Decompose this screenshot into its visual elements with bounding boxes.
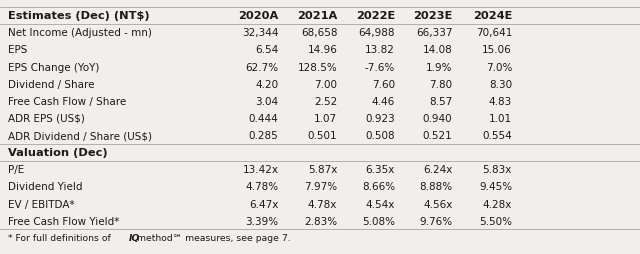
Text: 2023E: 2023E [413,11,452,21]
Text: 64,988: 64,988 [358,28,395,38]
Text: 7.0%: 7.0% [486,62,512,72]
Text: -7.6%: -7.6% [365,62,395,72]
Text: Estimates (Dec) (NT$): Estimates (Dec) (NT$) [8,11,149,21]
Text: 128.5%: 128.5% [298,62,337,72]
Text: 6.47x: 6.47x [249,199,278,209]
Text: 0.508: 0.508 [365,131,395,140]
Text: P/E: P/E [8,165,24,174]
Text: 9.76%: 9.76% [419,216,452,226]
Text: 14.08: 14.08 [423,45,452,55]
Text: 4.78%: 4.78% [245,182,278,192]
Text: IQ: IQ [129,233,140,242]
Text: 4.20: 4.20 [255,80,278,89]
Text: 7.60: 7.60 [372,80,395,89]
Text: 2021A: 2021A [297,11,337,21]
Text: 0.923: 0.923 [365,114,395,123]
Text: 1.07: 1.07 [314,114,337,123]
Text: 1.9%: 1.9% [426,62,452,72]
Text: 7.00: 7.00 [314,80,337,89]
Text: 0.444: 0.444 [249,114,278,123]
Text: 4.46: 4.46 [372,97,395,106]
Text: EPS Change (YoY): EPS Change (YoY) [8,62,99,72]
Text: 8.57: 8.57 [429,97,452,106]
Text: 8.88%: 8.88% [419,182,452,192]
Text: Valuation (Dec): Valuation (Dec) [8,148,108,157]
Text: 0.940: 0.940 [423,114,452,123]
Text: 0.554: 0.554 [483,131,512,140]
Text: 13.42x: 13.42x [243,165,278,174]
Text: 4.56x: 4.56x [423,199,452,209]
Text: 4.54x: 4.54x [365,199,395,209]
Text: 6.35x: 6.35x [365,165,395,174]
Text: method℠ measures, see page 7.: method℠ measures, see page 7. [136,233,290,242]
Text: EV / EBITDA*: EV / EBITDA* [8,199,74,209]
Text: 7.80: 7.80 [429,80,452,89]
Text: 14.96: 14.96 [307,45,337,55]
Text: 3.39%: 3.39% [245,216,278,226]
Text: 0.501: 0.501 [308,131,337,140]
Text: 5.50%: 5.50% [479,216,512,226]
Text: 0.285: 0.285 [249,131,278,140]
Text: 32,344: 32,344 [242,28,278,38]
Text: 2.83%: 2.83% [304,216,337,226]
Text: 62.7%: 62.7% [245,62,278,72]
Text: Dividend Yield: Dividend Yield [8,182,82,192]
Text: 3.04: 3.04 [255,97,278,106]
Text: 8.30: 8.30 [489,80,512,89]
Text: ADR Dividend / Share (US$): ADR Dividend / Share (US$) [8,131,152,140]
Text: 7.97%: 7.97% [304,182,337,192]
Text: 6.24x: 6.24x [423,165,452,174]
Text: 4.83: 4.83 [489,97,512,106]
Text: * For full definitions of: * For full definitions of [8,233,113,242]
Text: Free Cash Flow / Share: Free Cash Flow / Share [8,97,126,106]
Text: 15.06: 15.06 [483,45,512,55]
Text: 0.521: 0.521 [423,131,452,140]
Text: 2.52: 2.52 [314,97,337,106]
Text: 8.66%: 8.66% [362,182,395,192]
Text: 1.01: 1.01 [489,114,512,123]
Text: 2022E: 2022E [356,11,395,21]
Text: 4.28x: 4.28x [483,199,512,209]
Text: Dividend / Share: Dividend / Share [8,80,94,89]
Text: 66,337: 66,337 [416,28,452,38]
Text: 5.83x: 5.83x [483,165,512,174]
Text: 5.08%: 5.08% [362,216,395,226]
Text: 5.87x: 5.87x [308,165,337,174]
Text: 9.45%: 9.45% [479,182,512,192]
Text: 4.78x: 4.78x [308,199,337,209]
Text: 13.82: 13.82 [365,45,395,55]
Text: ADR EPS (US$): ADR EPS (US$) [8,114,84,123]
Text: EPS: EPS [8,45,27,55]
Text: 2024E: 2024E [472,11,512,21]
Text: 70,641: 70,641 [476,28,512,38]
Text: 68,658: 68,658 [301,28,337,38]
Text: Net Income (Adjusted - mn): Net Income (Adjusted - mn) [8,28,152,38]
Text: 2020A: 2020A [238,11,278,21]
Text: Free Cash Flow Yield*: Free Cash Flow Yield* [8,216,119,226]
Text: 6.54: 6.54 [255,45,278,55]
